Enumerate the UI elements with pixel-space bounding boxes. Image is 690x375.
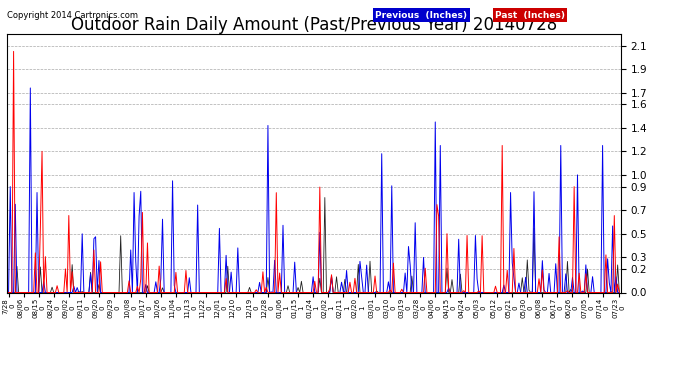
Title: Outdoor Rain Daily Amount (Past/Previous Year) 20140728: Outdoor Rain Daily Amount (Past/Previous… [71,16,557,34]
Text: Copyright 2014 Cartronics.com: Copyright 2014 Cartronics.com [7,10,138,20]
Text: Previous  (Inches): Previous (Inches) [375,10,467,20]
Text: Past  (Inches): Past (Inches) [495,10,565,20]
